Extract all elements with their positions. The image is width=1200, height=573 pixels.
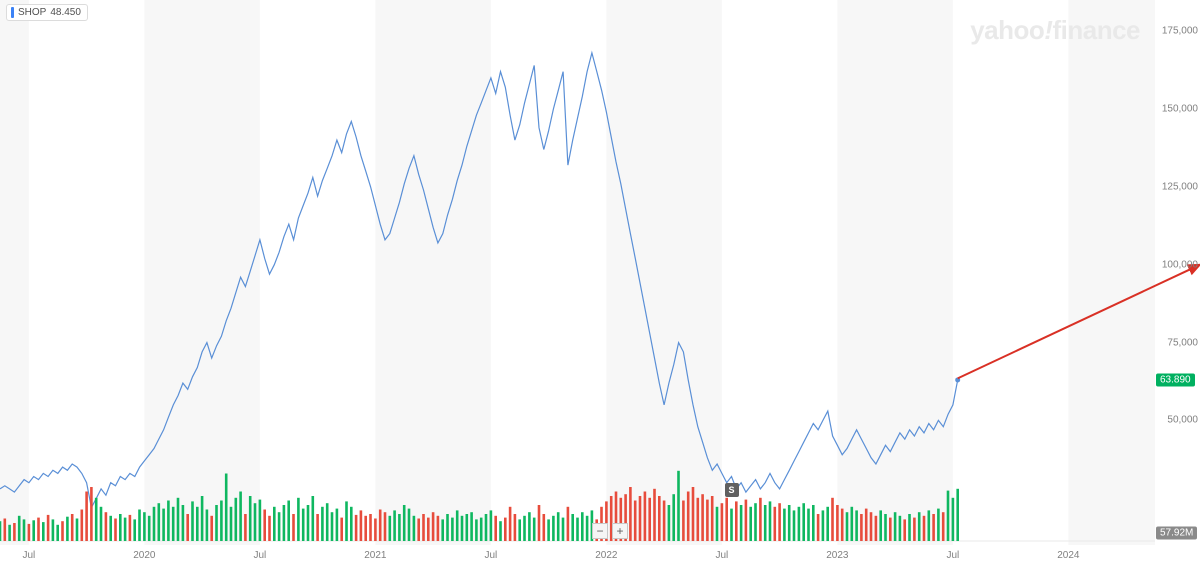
ticker-badge[interactable]: SHOP 48.450: [6, 4, 88, 21]
x-axis-tick: 2023: [826, 550, 848, 561]
watermark-suffix: finance: [1052, 15, 1140, 45]
ticker-symbol: SHOP: [18, 7, 46, 18]
annotation-arrow-canvas: [0, 0, 1200, 545]
x-axis-tick: Jul: [253, 550, 266, 561]
ticker-value: 48.450: [50, 7, 81, 18]
plot-area[interactable]: [0, 0, 1155, 545]
y-axis-tick: 100,000: [1162, 259, 1198, 270]
splits-marker[interactable]: S: [725, 483, 739, 497]
x-axis: Jul 2020 Jul 2021 Jul 2022 Jul 2023 Jul 2024: [0, 545, 1155, 573]
watermark-prefix: yahoo: [970, 15, 1044, 45]
zoom-out-button[interactable]: −: [592, 523, 608, 539]
y-axis-tick: 150,000: [1162, 104, 1198, 115]
current-price-flag: 63.890: [1156, 373, 1195, 386]
x-axis-tick: Jul: [22, 550, 35, 561]
yahoo-finance-watermark: yahoo!finance: [970, 15, 1140, 46]
stock-chart: Jul 2020 Jul 2021 Jul 2022 Jul 2023 Jul 2024 50,0…: [0, 0, 1200, 573]
x-axis-tick: Jul: [946, 550, 959, 561]
y-axis-tick: 125,000: [1162, 181, 1198, 192]
x-axis-tick: 2021: [364, 550, 386, 561]
x-axis-tick: Jul: [715, 550, 728, 561]
zoom-controls: − +: [592, 523, 628, 539]
y-axis-tick: 175,000: [1162, 26, 1198, 37]
ticker-color-bar: [11, 7, 14, 18]
x-axis-tick: Jul: [484, 550, 497, 561]
y-axis: 50,000 75,000 100,000 125,000 150,000 175,000: [1155, 0, 1200, 545]
x-axis-tick: 2024: [1057, 550, 1079, 561]
y-axis-tick: 50,000: [1167, 415, 1198, 426]
x-axis-tick: 2020: [133, 550, 155, 561]
x-axis-tick: 2022: [595, 550, 617, 561]
y-axis-tick: 75,000: [1167, 337, 1198, 348]
zoom-in-button[interactable]: +: [612, 523, 628, 539]
current-volume-flag: 57.92M: [1156, 527, 1197, 540]
